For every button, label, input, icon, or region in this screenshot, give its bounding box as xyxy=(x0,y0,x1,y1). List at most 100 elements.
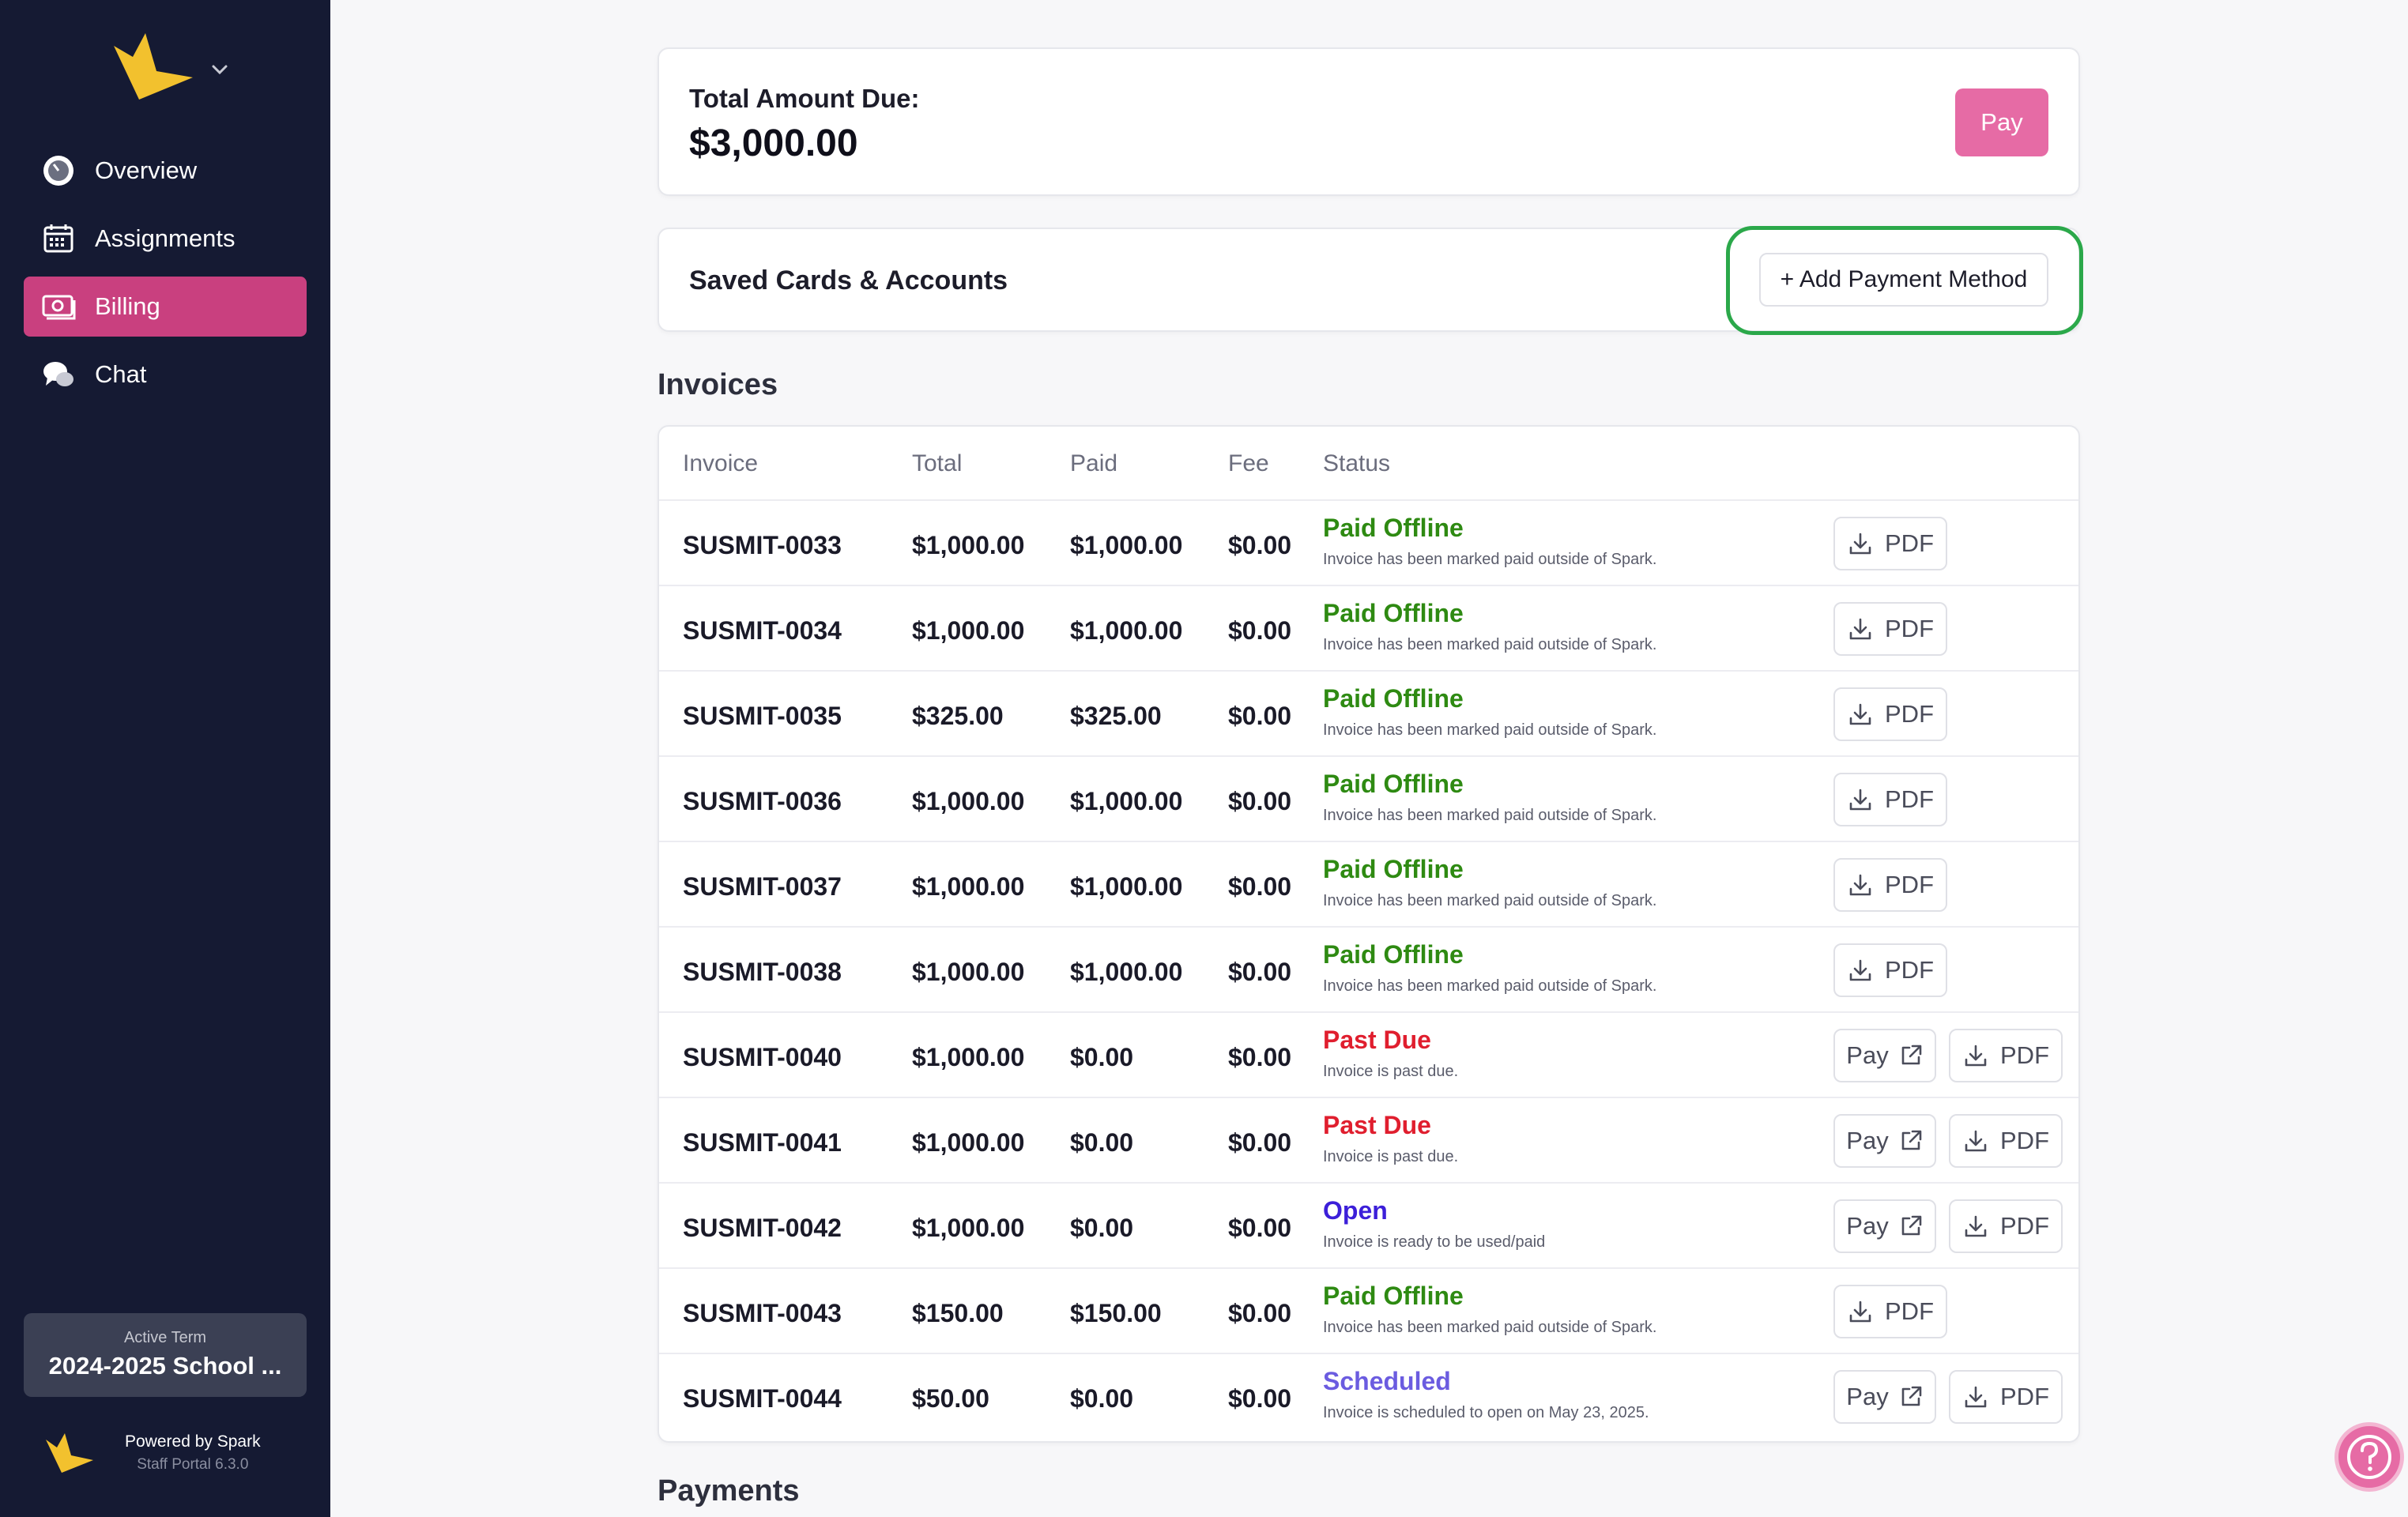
pdf-label: PDF xyxy=(1885,700,1934,728)
saved-cards-card: Saved Cards & Accounts xyxy=(658,228,2080,332)
download-pdf-button[interactable]: PDF xyxy=(1833,943,1947,997)
invoice-total: $1,000.00 xyxy=(912,1214,1025,1242)
pay-total-button[interactable]: Pay xyxy=(1955,88,2048,156)
invoice-total: $1,000.00 xyxy=(912,531,1025,559)
invoice-fee: $0.00 xyxy=(1228,1384,1292,1413)
invoice-status: Paid Offline Invoice has been marked paid… xyxy=(1323,940,1656,996)
pay-invoice-button[interactable]: Pay xyxy=(1833,1199,1936,1253)
column-total: Total xyxy=(912,450,963,476)
invoices-heading: Invoices xyxy=(658,368,778,401)
invoice-number: SUSMIT-0044 xyxy=(683,1384,842,1413)
invoice-number: SUSMIT-0033 xyxy=(683,531,842,559)
sidebar-item-label: Overview xyxy=(95,156,198,184)
total-due-amount: $3,000.00 xyxy=(689,122,858,164)
table-row: SUSMIT-0043 $150.00 $150.00 $0.00 Paid Offli… xyxy=(659,1269,2078,1354)
external-link-icon xyxy=(1901,1386,1922,1406)
total-due-label: Total Amount Due: xyxy=(689,84,920,113)
download-icon xyxy=(1965,1386,1987,1408)
download-pdf-button[interactable]: PDF xyxy=(1833,858,1947,912)
pay-invoice-button[interactable]: Pay xyxy=(1833,1029,1936,1082)
invoice-status: Past Due Invoice is past due. xyxy=(1323,1026,1458,1081)
pdf-label: PDF xyxy=(1885,871,1934,898)
table-row: SUSMIT-0038 $1,000.00 $1,000.00 $0.00 Paid O… xyxy=(659,928,2078,1013)
pay-invoice-button[interactable]: Pay xyxy=(1833,1370,1936,1424)
status-label: Paid Offline xyxy=(1323,514,1464,542)
sidebar-item-overview[interactable]: Overview xyxy=(24,141,307,201)
chevron-down-icon[interactable] xyxy=(210,63,229,76)
download-pdf-button[interactable]: PDF xyxy=(1833,687,1947,741)
download-icon xyxy=(1965,1130,1987,1152)
calendar-icon xyxy=(41,221,76,256)
invoice-total: $1,000.00 xyxy=(912,1043,1025,1071)
status-description: Invoice has been marked paid outside of … xyxy=(1323,807,1657,824)
pay-label: Pay xyxy=(1846,1127,1889,1154)
invoice-number: SUSMIT-0041 xyxy=(683,1128,842,1157)
invoice-number: SUSMIT-0043 xyxy=(683,1299,842,1327)
status-description: Invoice is ready to be used/paid xyxy=(1323,1233,1546,1251)
invoice-total: $150.00 xyxy=(912,1299,1004,1327)
portal-version: Staff Portal 6.3.0 xyxy=(137,1456,249,1473)
table-row: SUSMIT-0036 $1,000.00 $1,000.00 $0.00 Paid O… xyxy=(659,757,2078,842)
invoice-number: SUSMIT-0036 xyxy=(683,787,842,815)
pdf-label: PDF xyxy=(2000,1127,2049,1154)
invoice-paid: $1,000.00 xyxy=(1070,531,1183,559)
download-pdf-button[interactable]: PDF xyxy=(1949,1370,2063,1424)
help-button[interactable] xyxy=(2335,1422,2404,1492)
download-pdf-button[interactable]: PDF xyxy=(1833,602,1947,656)
invoice-fee: $0.00 xyxy=(1228,787,1292,815)
sidebar-item-billing[interactable]: Billing xyxy=(24,277,307,337)
pay-invoice-button[interactable]: Pay xyxy=(1833,1114,1936,1168)
external-link-icon xyxy=(1901,1215,1922,1236)
pdf-label: PDF xyxy=(1885,785,1934,813)
download-icon xyxy=(1849,789,1871,811)
saved-cards-title: Saved Cards & Accounts xyxy=(689,265,1008,295)
invoice-total: $1,000.00 xyxy=(912,1128,1025,1157)
invoice-paid: $1,000.00 xyxy=(1070,958,1183,986)
sidebar-item-assignments[interactable]: Assignments xyxy=(24,209,307,269)
status-description: Invoice is past due. xyxy=(1323,1063,1459,1080)
invoice-total: $1,000.00 xyxy=(912,787,1025,815)
column-paid: Paid xyxy=(1070,450,1118,476)
pdf-label: PDF xyxy=(1885,1297,1934,1325)
column-status: Status xyxy=(1323,450,1391,476)
active-term-selector[interactable]: Active Term 2024-2025 School ... xyxy=(24,1313,307,1397)
status-label: Paid Offline xyxy=(1323,770,1464,798)
total-due-card: Total Amount Due: $3,000.00 Pay xyxy=(658,47,2080,196)
org-switcher[interactable] xyxy=(111,32,229,101)
add-payment-method-button[interactable]: + Add Payment Method xyxy=(1759,253,2048,307)
pdf-label: PDF xyxy=(1885,956,1934,984)
download-pdf-button[interactable]: PDF xyxy=(1949,1029,2063,1082)
external-link-icon xyxy=(1901,1045,1922,1065)
sidebar-nav: Overview Assignments Billing Chat xyxy=(24,141,307,412)
sidebar-item-label: Assignments xyxy=(95,224,236,252)
pay-label: Pay xyxy=(1846,1041,1889,1069)
external-link-icon xyxy=(1901,1130,1922,1150)
spark-logo-icon xyxy=(114,33,193,100)
table-row: SUSMIT-0035 $325.00 $325.00 $0.00 Paid Offli… xyxy=(659,672,2078,757)
download-pdf-button[interactable]: PDF xyxy=(1949,1199,2063,1253)
download-pdf-button[interactable]: PDF xyxy=(1833,773,1947,826)
table-row: SUSMIT-0042 $1,000.00 $0.00 $0.00 Open Invoic… xyxy=(659,1184,2078,1269)
active-term-label: Active Term xyxy=(123,1329,207,1346)
sidebar-item-chat[interactable]: Chat xyxy=(24,344,307,405)
table-row: SUSMIT-0037 $1,000.00 $1,000.00 $0.00 Paid O… xyxy=(659,842,2078,928)
invoice-fee: $0.00 xyxy=(1228,872,1292,901)
pdf-label: PDF xyxy=(1885,529,1934,557)
download-icon xyxy=(1849,1301,1871,1323)
download-pdf-button[interactable]: PDF xyxy=(1833,517,1947,570)
download-icon xyxy=(1849,703,1871,725)
status-description: Invoice is scheduled to open on May 23, … xyxy=(1323,1404,1649,1421)
invoice-paid: $1,000.00 xyxy=(1070,872,1183,901)
status-description: Invoice has been marked paid outside of … xyxy=(1323,977,1657,995)
invoice-status: Paid Offline Invoice has been marked paid… xyxy=(1323,855,1656,910)
invoice-status: Scheduled Invoice is scheduled to open on… xyxy=(1323,1367,1649,1422)
download-pdf-button[interactable]: PDF xyxy=(1949,1114,2063,1168)
invoice-total: $1,000.00 xyxy=(912,616,1025,645)
table-header: Invoice Total Paid Fee Status xyxy=(659,427,2078,501)
download-pdf-button[interactable]: PDF xyxy=(1833,1285,1947,1338)
table-row: SUSMIT-0033 $1,000.00 $1,000.00 $0.00 Paid O… xyxy=(659,501,2078,586)
invoice-total: $325.00 xyxy=(912,702,1004,730)
table-row: SUSMIT-0041 $1,000.00 $0.00 $0.00 Past Due In… xyxy=(659,1098,2078,1184)
powered-by-text: Powered by Spark xyxy=(125,1432,261,1451)
invoices-table: Invoice Total Paid Fee Status SUSMIT-003… xyxy=(658,425,2080,1443)
